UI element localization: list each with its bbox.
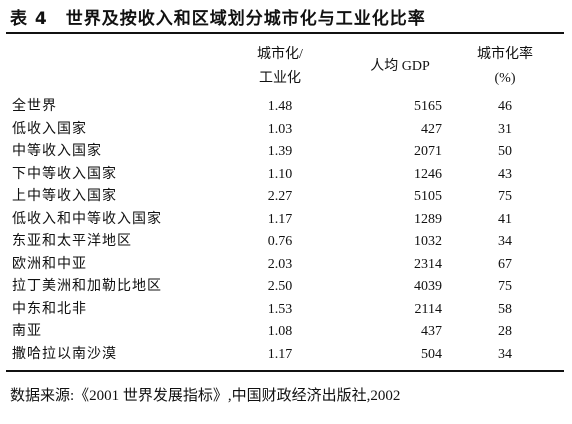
gdp-cell: 4039 bbox=[414, 279, 442, 294]
gdp-cell: 504 bbox=[421, 346, 442, 362]
ratio-cell: 1.17 bbox=[267, 346, 293, 362]
row-label: 全世界 bbox=[12, 99, 57, 114]
urban-rate-cell: 34 bbox=[498, 346, 512, 362]
ratio-cell: 1.10 bbox=[267, 166, 293, 182]
gdp-cell: 427 bbox=[421, 121, 442, 137]
ratio-cell: 2.03 bbox=[267, 256, 293, 272]
column-header: 城市化率 bbox=[477, 47, 533, 62]
urban-rate-cell: 46 bbox=[498, 99, 512, 114]
ratio-cell: 1.17 bbox=[267, 211, 293, 227]
row-label: 东亚和太平洋地区 bbox=[12, 234, 132, 249]
ratio-cell: 1.48 bbox=[267, 99, 293, 114]
gdp-cell: 1289 bbox=[414, 211, 442, 227]
ratio-cell: 2.27 bbox=[267, 189, 293, 204]
urban-rate-cell: 67 bbox=[498, 256, 512, 272]
row-label: 拉丁美洲和加勒比地区 bbox=[12, 279, 162, 294]
top-rule bbox=[6, 32, 564, 34]
urban-rate-cell: 31 bbox=[498, 121, 512, 137]
row-label: 上中等收入国家 bbox=[12, 189, 117, 204]
bottom-rule bbox=[6, 370, 564, 372]
urban-rate-cell: 41 bbox=[498, 211, 512, 227]
gdp-cell: 1246 bbox=[414, 166, 442, 182]
row-label: 低收入和中等收入国家 bbox=[12, 211, 162, 227]
gdp-cell: 5165 bbox=[414, 99, 442, 114]
urban-rate-cell: 43 bbox=[498, 166, 512, 182]
row-label: 中等收入国家 bbox=[12, 144, 102, 159]
gdp-cell: 1032 bbox=[414, 234, 442, 249]
gdp-cell: 2314 bbox=[414, 256, 442, 272]
gdp-cell: 2114 bbox=[414, 301, 442, 317]
gdp-cell: 437 bbox=[421, 324, 442, 339]
row-label: 南亚 bbox=[12, 324, 42, 339]
ratio-cell: 1.39 bbox=[267, 144, 293, 159]
gdp-cell: 2071 bbox=[414, 144, 442, 159]
column-header: 人均 GDP bbox=[370, 59, 430, 74]
urban-rate-cell: 75 bbox=[498, 279, 512, 294]
column-header: 工业化 bbox=[259, 71, 301, 86]
column-header: (%) bbox=[494, 71, 516, 86]
row-label: 低收入国家 bbox=[12, 121, 87, 137]
source-note: 数据来源:《2001 世界发展指标》,中国财政经济出版社,2002 bbox=[10, 388, 401, 404]
ratio-cell: 1.03 bbox=[267, 121, 293, 137]
row-label: 中东和北非 bbox=[12, 301, 87, 317]
ratio-cell: 2.50 bbox=[267, 279, 293, 294]
ratio-cell: 1.53 bbox=[267, 301, 293, 317]
urban-rate-cell: 50 bbox=[498, 144, 512, 159]
urban-rate-cell: 58 bbox=[498, 301, 512, 317]
column-header: 城市化/ bbox=[257, 47, 303, 62]
urban-rate-cell: 75 bbox=[498, 189, 512, 204]
table-title: 表 4 世界及按收入和区域划分城市化与工业化比率 bbox=[10, 9, 426, 29]
ratio-cell: 0.76 bbox=[267, 234, 293, 249]
ratio-cell: 1.08 bbox=[267, 324, 293, 339]
row-label: 撒哈拉以南沙漠 bbox=[12, 346, 117, 362]
gdp-cell: 5105 bbox=[414, 189, 442, 204]
row-label: 下中等收入国家 bbox=[12, 166, 117, 182]
row-label: 欧洲和中亚 bbox=[12, 256, 87, 272]
urban-rate-cell: 28 bbox=[498, 324, 512, 339]
urban-rate-cell: 34 bbox=[498, 234, 512, 249]
